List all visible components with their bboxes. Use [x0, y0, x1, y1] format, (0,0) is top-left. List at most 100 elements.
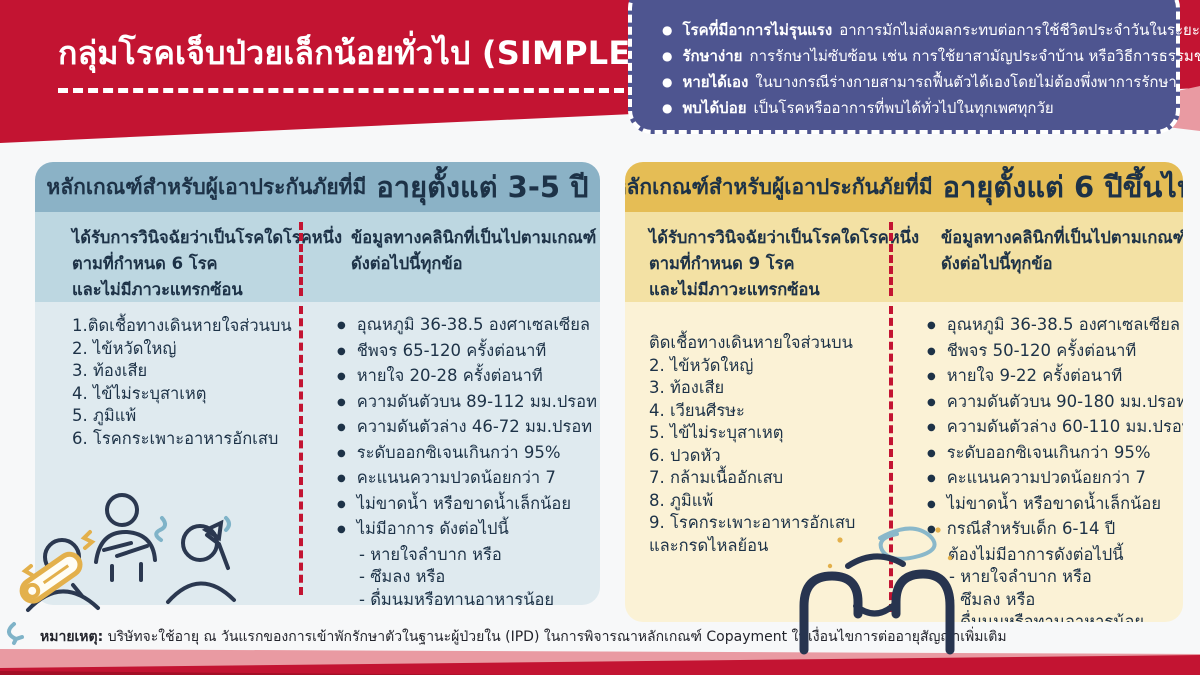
bullet-icon: ● — [337, 422, 346, 433]
clinical-text: ความดันตัวบน 89-112 มม.ปรอท — [356, 391, 597, 411]
bullet-icon: ● — [337, 447, 346, 459]
criteria-line: ได้รับการวินิจฉัยว่าเป็นโรคใดโรคหนึ่ง — [72, 228, 343, 247]
panel-header: หลักเกณฑ์สำหรับผู้เอาประกันภัยที่มี อายุ… — [35, 162, 600, 212]
clinical-text: ความดันตัวล่าง 60-110 มม.ปรอท — [946, 417, 1183, 436]
disease-item: 2. ไข้หวัดใหญ่ — [72, 338, 177, 358]
info-desc: เป็นโรคหรืออาการที่พบได้ทั่วไปในทุกเพศทุ… — [753, 99, 1054, 117]
info-term: หายได้เอง — [682, 73, 749, 91]
info-desc: อาการมักไม่ส่งผลกระทบต่อการใช้ชีวิตประจำ… — [839, 21, 1200, 39]
info-row: ● หายได้เอง ในบางกรณีร่างกายสามารถฟื้นตั… — [662, 70, 1177, 96]
clinical-text: ความดันตัวล่าง 46-72 มม.ปรอท — [356, 417, 593, 436]
clinical-text: ไม่มีอาการ ดังต่อไปนี้ — [356, 519, 509, 538]
clinical-text: ไม่ขาดน้ำ หรือขาดน้ำเล็กน้อย — [356, 493, 572, 513]
clinical-text: หายใจ 9-22 ครั้งต่อนาที — [946, 366, 1123, 385]
disease-item: 6. โรคกระเพาะอาหารอักเสบ — [72, 428, 279, 448]
clinical-item: ● ความดันตัวล่าง 60-110 มม.ปรอท — [927, 416, 1183, 442]
panel-header-prefix: หลักเกณฑ์สำหรับผู้เอาประกันภัยที่มี — [46, 174, 367, 199]
info-term: พบได้บ่อย — [682, 99, 747, 117]
panel-age-6-up: หลักเกณฑ์สำหรับผู้เอาประกันภัยที่มี อายุ… — [625, 162, 1183, 622]
criteria-line: ข้อมูลทางคลินิกที่เป็นไปตามเกณฑ์ — [941, 228, 1183, 247]
disease-item: 5. ภูมิแพ้ — [72, 406, 137, 425]
clinical-item: ● ชีพจร 65-120 ครั้งต่อนาที — [337, 340, 596, 366]
bullet-icon: ● — [337, 498, 346, 510]
bullet-icon: ● — [337, 396, 346, 408]
clinical-item: ● คะแนนความปวดน้อยกว่า 7 — [927, 467, 1179, 493]
clinical-item: ● ไม่ขาดน้ำ หรือขาดน้ำเล็กน้อย — [337, 493, 596, 519]
disease-item: ติดเชื้อทางเดินหายใจส่วนบน — [649, 333, 853, 352]
clinical-list: ● อุณหภูมิ 36-38.5 องศาเซลเซียล ● ชีพจร 65… — [299, 302, 600, 605]
clinical-sub-item: - หายใจลำบาก หรือ — [949, 567, 1092, 586]
panel-header-age: อายุตั้งแต่ 6 ปีขึ้นไป — [942, 170, 1183, 204]
panel-header: หลักเกณฑ์สำหรับผู้เอาประกันภัยที่มี อายุ… — [625, 162, 1183, 212]
bullet-icon: ● — [927, 371, 936, 382]
criteria-line: และไม่มีภาวะแทรกซ้อน — [72, 280, 243, 299]
clinical-item: ● ระดับออกซิเจนเกินกว่า 95% — [337, 442, 596, 468]
criteria-line: ดังต่อไปนี้ทุกข้อ — [941, 254, 1053, 273]
title-underline-dashed — [58, 88, 624, 93]
criteria-line: และไม่มีภาวะแทรกซ้อน — [649, 280, 820, 299]
clinical-sub-item: - ดื่มนมหรือทานอาหารน้อย — [359, 589, 555, 606]
clinical-item: ● อุณหภูมิ 36-38.5 องศาเซลเซียล — [337, 314, 596, 340]
bullet-icon: ● — [662, 23, 673, 37]
panel-age-3-5: หลักเกณฑ์สำหรับผู้เอาประกันภัยที่มี อายุ… — [35, 162, 600, 605]
clinical-text: กรณีสำหรับเด็ก 6-14 ปี — [946, 519, 1116, 538]
clinical-text: คะแนนความปวดน้อยกว่า 7 — [356, 468, 556, 487]
red-dashed-divider — [889, 306, 893, 612]
clinical-sub-item: - ซึมลง หรือ — [359, 567, 446, 586]
criteria-line: ข้อมูลทางคลินิกที่เป็นไปตามเกณฑ์ — [351, 228, 597, 247]
bullet-icon: ● — [337, 524, 346, 535]
panel-subheader: ได้รับการวินิจฉัยว่าเป็นโรคใดโรคหนึ่ง ตา… — [35, 212, 600, 302]
info-desc: ในบางกรณีร่างกายสามารถฟื้นตัวได้เองโดยไม… — [755, 73, 1177, 91]
dark-red-accent-bottom-left — [0, 671, 520, 675]
clinical-criteria-title: ข้อมูลทางคลินิกที่เป็นไปตามเกณฑ์ ดังต่อไ… — [889, 212, 1183, 302]
bullet-icon: ● — [927, 473, 936, 484]
red-dashed-divider — [299, 306, 303, 595]
clinical-text: ระดับออกซิเจนเกินกว่า 95% — [356, 442, 561, 462]
clinical-item: ● อุณหภูมิ 36-38.5 องศาเซลเซียล — [927, 314, 1181, 340]
disease-item: 3. ท้องเสีย — [72, 361, 148, 380]
clinical-item: ● ความดันตัวบน 89-112 มม.ปรอท — [337, 391, 597, 417]
clinical-sub-item: - ดื่มนมหรือทานอาหารน้อย — [949, 612, 1145, 622]
criteria-line: ดังต่อไปนี้ทุกข้อ — [351, 254, 463, 273]
disease-item: 2. ไข้หวัดใหญ่ — [649, 355, 754, 375]
bullet-icon: ● — [337, 320, 346, 331]
clinical-text: ชีพจร 65-120 ครั้งต่อนาที — [356, 340, 547, 360]
bullet-icon: ● — [927, 498, 936, 510]
disease-item: 4. ไข้ไม่ระบุสาเหตุ — [72, 383, 207, 403]
clinical-text: หายใจ 20-28 ครั้งต่อนาที — [356, 366, 543, 385]
bullet-icon: ● — [927, 320, 936, 331]
bullet-icon: ● — [662, 101, 673, 115]
bullet-icon: ● — [662, 75, 673, 89]
disease-item: 9. โรคกระเพาะอาหารอักเสบ และกรดไหลย้อน — [649, 513, 856, 555]
footnote-label: หมายเหตุ: — [40, 629, 104, 645]
clinical-item: ● ไม่มีอาการ ดังต่อไปนี้ — [337, 518, 596, 544]
info-term: รักษาง่าย — [682, 47, 743, 65]
info-row: ● โรคที่มีอาการไม่รุนแรง อาการมักไม่ส่งผ… — [662, 18, 1200, 44]
criteria-line: ได้รับการวินิจฉัยว่าเป็นโรคใดโรคหนึ่ง — [649, 228, 920, 247]
bullet-icon: ● — [337, 473, 346, 484]
clinical-item: ● หายใจ 9-22 ครั้งต่อนาที — [927, 365, 1179, 391]
red-dashed-divider — [889, 222, 893, 296]
bullet-icon: ● — [337, 345, 346, 357]
disease-item: 7. กล้ามเนื้ออักเสบ — [649, 468, 784, 487]
clinical-text: ความดันตัวบน 90-180 มม.ปรอท — [946, 391, 1183, 411]
clinical-text: อุณหภูมิ 36-38.5 องศาเซลเซียล — [946, 315, 1181, 334]
bullet-icon: ● — [927, 396, 936, 408]
clinical-item: ● ความดันตัวบน 90-180 มม.ปรอท — [927, 391, 1183, 417]
disease-item: 8. ภูมิแพ้ — [649, 490, 714, 510]
clinical-sub-item: - ซึมลง หรือ — [949, 589, 1036, 609]
disease-list: ติดเชื้อทางเดินหายใจส่วนบน 2. ไข้หวัดใหญ… — [625, 302, 889, 622]
simple-diseases-info-box: ● โรคที่มีอาการไม่รุนแรง อาการมักไม่ส่งผ… — [628, 0, 1200, 134]
panel-header-age: อายุตั้งแต่ 3-5 ปี — [376, 170, 589, 204]
bullet-icon: ● — [927, 447, 936, 459]
clinical-text: ไม่ขาดน้ำ หรือขาดน้ำเล็กน้อย — [946, 493, 1162, 513]
clinical-extra-line: ต้องไม่มีอาการดังต่อไปนี้ — [948, 544, 1124, 564]
clinical-item: ● หายใจ 20-28 ครั้งต่อนาที — [337, 365, 596, 391]
footnote-text: บริษัทจะใช้อายุ ณ วันแรกของการเข้าพักรัก… — [107, 629, 1007, 645]
red-dashed-divider — [299, 222, 303, 296]
info-desc: การรักษาไม่ซับซ้อน เช่น การใช้ยาสามัญประ… — [749, 47, 1200, 65]
panel-body: ติดเชื้อทางเดินหายใจส่วนบน 2. ไข้หวัดใหญ… — [625, 302, 1183, 622]
disease-item: 5. ไข้ไม่ระบุสาเหตุ — [649, 423, 784, 442]
panel-header-prefix: หลักเกณฑ์สำหรับผู้เอาประกันภัยที่มี — [625, 174, 933, 199]
clinical-text: ชีพจร 50-120 ครั้งต่อนาที — [946, 340, 1137, 360]
